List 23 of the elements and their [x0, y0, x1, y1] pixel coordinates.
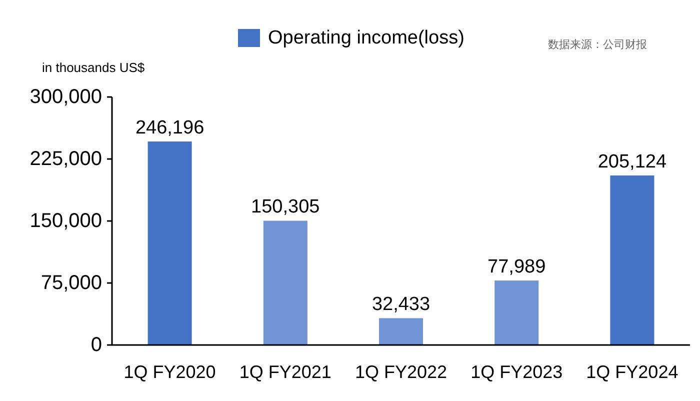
bar [263, 220, 308, 345]
bar [494, 280, 539, 345]
data-label: 32,433 [372, 294, 430, 316]
x-tick-label: 1Q FY2024 [586, 362, 678, 382]
legend-label: Operating income(loss) [268, 28, 464, 48]
x-tick-label: 1Q FY2022 [354, 362, 448, 382]
data-label: 246,196 [135, 117, 204, 138]
data-label: 77,989 [488, 256, 546, 278]
x-tick-label: 1Q FY2020 [124, 362, 216, 382]
source-note: 数据来源：公司财报 [548, 38, 647, 51]
x-tick-label: 1Q FY2023 [470, 362, 563, 382]
x-tick-label: 1Q FY2021 [239, 362, 332, 382]
bar [148, 141, 192, 345]
bar [379, 318, 423, 345]
y-axis-title: in thousands US$ [42, 60, 146, 75]
y-tick-label: 225,000 [30, 148, 102, 170]
y-tick-label: 300,000 [30, 86, 102, 108]
y-tick-label: 150,000 [30, 210, 102, 232]
data-label: 205,124 [598, 151, 667, 172]
y-tick-label: 0 [90, 334, 102, 356]
data-label: 150,305 [251, 196, 320, 218]
y-tick-label: 75,000 [40, 272, 102, 294]
bar [610, 175, 654, 345]
